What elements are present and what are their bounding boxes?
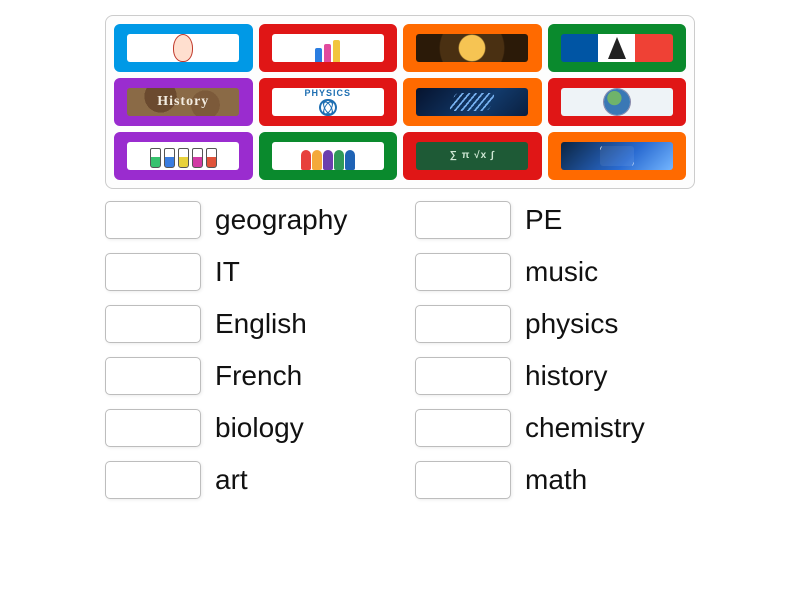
drop-slot-it[interactable] — [105, 253, 201, 291]
pe-tile[interactable] — [259, 132, 398, 180]
drop-slot-french[interactable] — [105, 357, 201, 395]
answer-label: IT — [215, 256, 240, 288]
answer-row-geography: geography — [105, 201, 385, 239]
math-icon — [416, 142, 528, 171]
answer-row-french: French — [105, 357, 385, 395]
physics-icon: PHYSICS — [272, 88, 384, 117]
answer-row-english: English — [105, 305, 385, 343]
answer-row-biology: biology — [105, 409, 385, 447]
music-icon — [416, 34, 528, 63]
chemistry-tile[interactable] — [114, 132, 253, 180]
answer-label: chemistry — [525, 412, 645, 444]
answer-label: music — [525, 256, 598, 288]
answer-label: biology — [215, 412, 304, 444]
answer-label: PE — [525, 204, 562, 236]
art-tile[interactable] — [259, 24, 398, 72]
answer-label: French — [215, 360, 302, 392]
answer-row-art: art — [105, 461, 385, 499]
answer-label: physics — [525, 308, 618, 340]
answer-row-it: IT — [105, 253, 385, 291]
tile-panel: History PHYSICS — [105, 15, 695, 189]
music-tile[interactable] — [403, 24, 542, 72]
english-tile[interactable] — [114, 24, 253, 72]
french-icon — [561, 34, 673, 63]
drop-slot-art[interactable] — [105, 461, 201, 499]
drop-slot-physics[interactable] — [415, 305, 511, 343]
answer-label: history — [525, 360, 607, 392]
art-icon — [272, 34, 384, 63]
answer-label: art — [215, 464, 248, 496]
physics-tile[interactable]: PHYSICS — [259, 78, 398, 126]
math-tile[interactable] — [403, 132, 542, 180]
answer-label: English — [215, 308, 307, 340]
drop-slot-pe[interactable] — [415, 201, 511, 239]
answers-grid: geography IT English French biology art PE mus… — [105, 201, 695, 499]
drop-slot-history[interactable] — [415, 357, 511, 395]
it-tile[interactable] — [548, 132, 687, 180]
answer-label: geography — [215, 204, 347, 236]
answer-row-physics: physics — [415, 305, 695, 343]
drop-slot-math[interactable] — [415, 461, 511, 499]
answer-row-history: history — [415, 357, 695, 395]
answer-row-music: music — [415, 253, 695, 291]
biology-icon — [416, 88, 528, 117]
answer-row-chemistry: chemistry — [415, 409, 695, 447]
answer-row-pe: PE — [415, 201, 695, 239]
drop-slot-english[interactable] — [105, 305, 201, 343]
french-tile[interactable] — [548, 24, 687, 72]
pe-icon — [272, 142, 384, 171]
drop-slot-chemistry[interactable] — [415, 409, 511, 447]
geography-tile[interactable] — [548, 78, 687, 126]
chemistry-icon — [127, 142, 239, 171]
it-icon — [561, 142, 673, 171]
answer-label: math — [525, 464, 587, 496]
drop-slot-biology[interactable] — [105, 409, 201, 447]
answer-row-math: math — [415, 461, 695, 499]
history-tile[interactable]: History — [114, 78, 253, 126]
drop-slot-geography[interactable] — [105, 201, 201, 239]
geography-icon — [561, 88, 673, 117]
drop-slot-music[interactable] — [415, 253, 511, 291]
biology-tile[interactable] — [403, 78, 542, 126]
history-icon: History — [127, 88, 239, 117]
english-icon — [127, 34, 239, 63]
